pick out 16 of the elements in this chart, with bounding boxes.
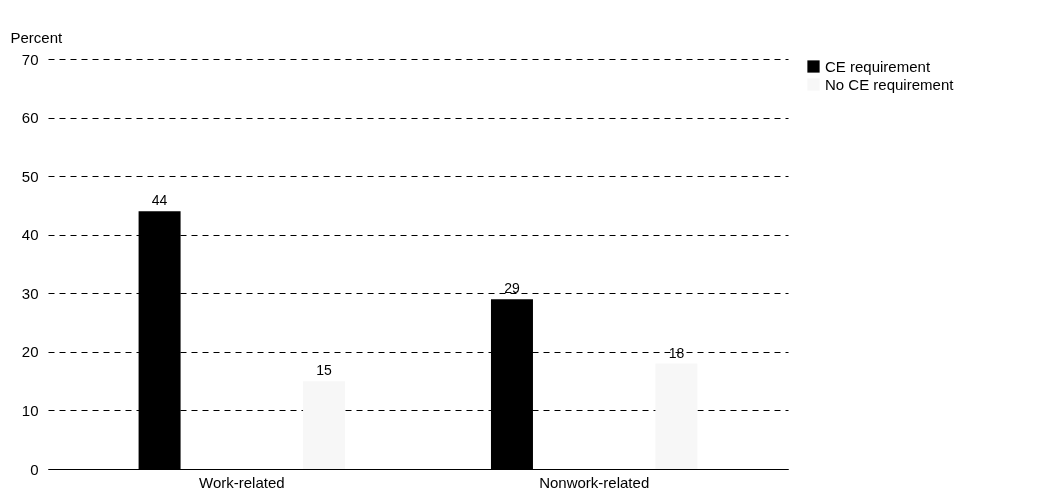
data-label: 44 xyxy=(151,192,168,209)
legend-label: CE requirement xyxy=(825,57,931,75)
y-tick-label: 70 xyxy=(21,50,39,68)
y-tick-label: 0 xyxy=(30,460,39,478)
y-tick-label: 40 xyxy=(21,226,39,244)
y-tick-label: 30 xyxy=(21,284,39,302)
x-tick-label: Nonwork-related xyxy=(539,473,650,491)
y-tick-label: 20 xyxy=(21,343,39,361)
y-tick-label: 60 xyxy=(21,109,39,127)
y-tick-label: 50 xyxy=(21,167,39,185)
data-label: 15 xyxy=(316,362,333,379)
y-axis-title: Percent xyxy=(10,28,64,46)
y-tick-label: 10 xyxy=(21,401,39,419)
x-tick-label: Work-related xyxy=(199,473,285,491)
data-label: 29 xyxy=(504,280,520,297)
legend-label: No CE requirement xyxy=(825,75,955,93)
